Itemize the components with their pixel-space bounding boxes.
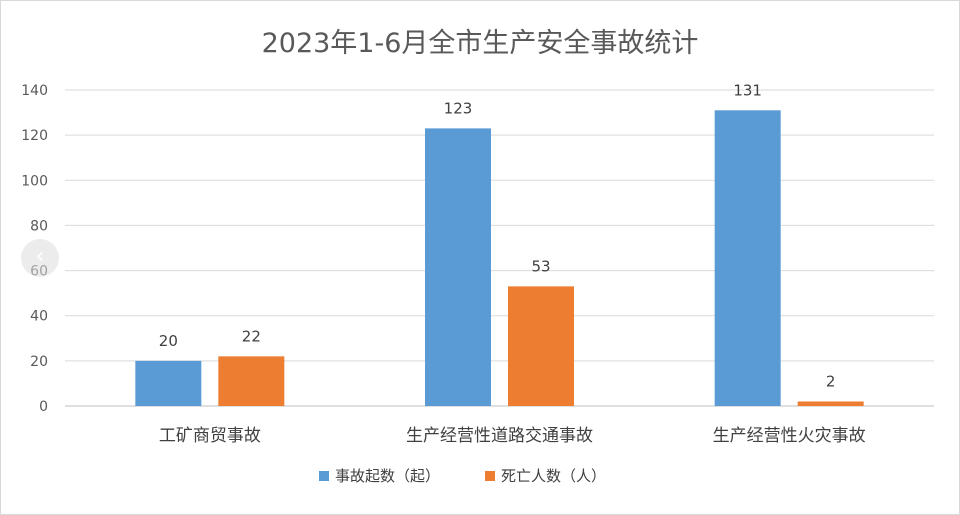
legend-label: 死亡人数（人） bbox=[501, 467, 606, 485]
data-label: 20 bbox=[159, 332, 178, 350]
category-label: 生产经营性火灾事故 bbox=[713, 426, 866, 446]
legend-swatch bbox=[319, 471, 329, 481]
legend-label: 事故起数（起） bbox=[335, 467, 440, 485]
data-label: 131 bbox=[733, 81, 762, 99]
data-label: 2 bbox=[826, 372, 836, 390]
data-label: 22 bbox=[242, 327, 261, 345]
y-tick-label: 0 bbox=[39, 399, 48, 415]
y-tick-label: 80 bbox=[30, 218, 48, 234]
chart-title: 2023年1-6月全市生产安全事故统计 bbox=[262, 28, 699, 59]
bar-accidents-0 bbox=[135, 360, 202, 406]
prev-slide-button[interactable]: ‹ bbox=[21, 239, 59, 277]
bar-accidents-1 bbox=[425, 128, 491, 406]
bars bbox=[135, 110, 864, 407]
bar-deaths-0 bbox=[218, 356, 285, 406]
bar-deaths-1 bbox=[508, 286, 574, 406]
x-axis-categories: 工矿商贸事故 生产经营性道路交通事故 生产经营性火灾事故 bbox=[159, 426, 866, 446]
gridlines bbox=[65, 89, 934, 407]
data-label: 123 bbox=[444, 99, 473, 117]
category-label: 工矿商贸事故 bbox=[159, 426, 261, 446]
data-labels: 20 22 123 53 131 2 bbox=[159, 81, 836, 390]
y-tick-label: 120 bbox=[21, 128, 48, 144]
bar-accidents-2 bbox=[714, 110, 781, 407]
data-label: 53 bbox=[531, 257, 550, 275]
category-label: 生产经营性道路交通事故 bbox=[406, 426, 593, 446]
y-tick-label: 100 bbox=[21, 173, 48, 189]
y-tick-label: 40 bbox=[30, 309, 48, 325]
chevron-left-icon: ‹ bbox=[35, 244, 45, 269]
y-tick-label: 140 bbox=[21, 83, 48, 99]
legend: 事故起数（起） 死亡人数（人） bbox=[319, 467, 606, 485]
y-tick-label: 20 bbox=[30, 354, 48, 370]
legend-swatch bbox=[485, 471, 495, 481]
bar-deaths-2 bbox=[797, 401, 864, 406]
